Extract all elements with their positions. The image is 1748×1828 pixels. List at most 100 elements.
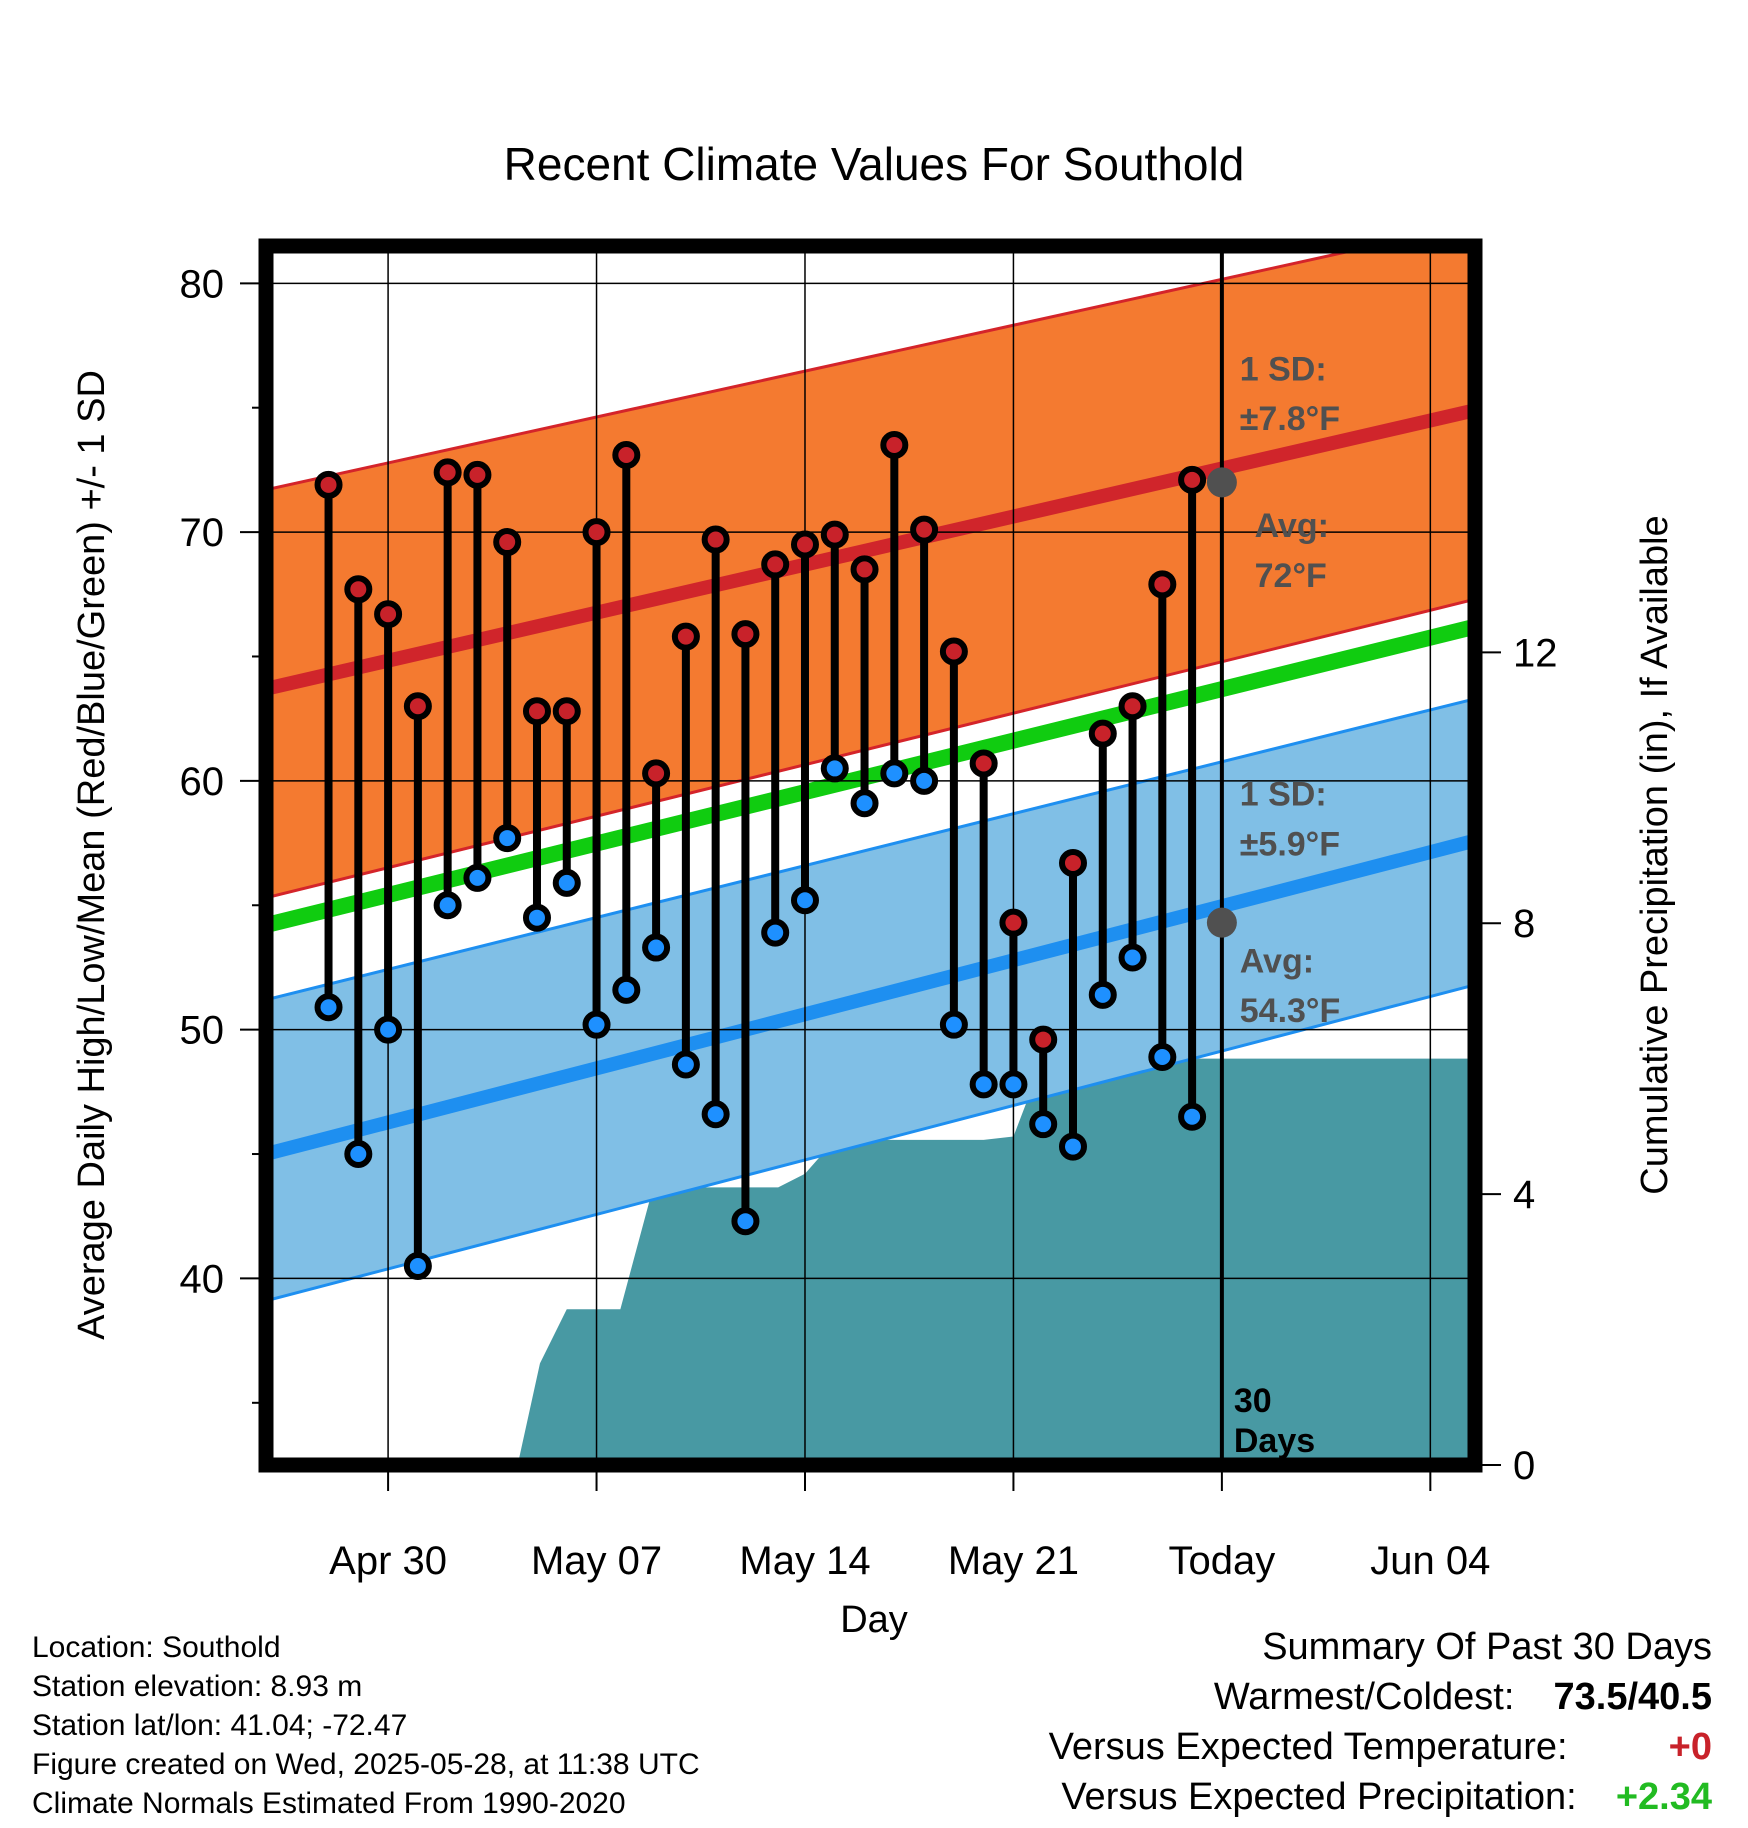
high-point bbox=[761, 550, 790, 579]
low-sd-upper-line bbox=[266, 697, 1475, 1002]
band-annotation: Avg: bbox=[1240, 942, 1314, 980]
high-point bbox=[1178, 465, 1207, 494]
x-tick-label: Apr 30 bbox=[329, 1539, 447, 1583]
low-point bbox=[314, 993, 343, 1022]
location-text: Location: Southold bbox=[32, 1631, 281, 1664]
high-point bbox=[910, 515, 939, 544]
latlon-text: Station lat/lon: 41.04; -72.47 bbox=[32, 1709, 408, 1742]
low-sd-lower-line bbox=[266, 983, 1475, 1303]
high-point bbox=[403, 692, 432, 721]
high-point bbox=[522, 697, 551, 726]
high-point bbox=[493, 528, 522, 557]
y2-axis-label: Cumulative Precipitation (in), If Availa… bbox=[1634, 515, 1676, 1194]
band-annotation: ±7.8°F bbox=[1240, 400, 1340, 438]
high-point bbox=[433, 458, 462, 487]
high-point bbox=[671, 622, 700, 651]
summary-temp: Versus Expected Temperature: +0 bbox=[1049, 1722, 1712, 1772]
low-point bbox=[910, 766, 939, 795]
high-point bbox=[1058, 848, 1087, 877]
precip-area bbox=[266, 1058, 1475, 1465]
y-tick-label: 70 bbox=[180, 511, 225, 555]
precip-value: +2.34 bbox=[1615, 1776, 1712, 1818]
created-text: Figure created on Wed, 2025-05-28, at 11… bbox=[32, 1748, 700, 1781]
low-point bbox=[880, 759, 909, 788]
low-point bbox=[701, 1100, 730, 1129]
low-point bbox=[671, 1050, 700, 1079]
summary-panel: Summary Of Past 30 Days Warmest/Coldest:… bbox=[1049, 1622, 1712, 1822]
high-point bbox=[612, 440, 641, 469]
high-point bbox=[552, 697, 581, 726]
low-point bbox=[939, 1010, 968, 1039]
today-normal-marker bbox=[1206, 467, 1237, 498]
low-point bbox=[1148, 1043, 1177, 1072]
y-tick-label: 50 bbox=[180, 1009, 225, 1053]
low-point bbox=[463, 863, 492, 892]
normals-text: Climate Normals Estimated From 1990-2020 bbox=[32, 1787, 626, 1820]
temp-label: Versus Expected Temperature: bbox=[1048, 1726, 1568, 1768]
x-tick-label: Today bbox=[1169, 1539, 1276, 1583]
low-point bbox=[642, 933, 671, 962]
y2-tick-label: 12 bbox=[1513, 631, 1558, 675]
x-tick-label: Jun 04 bbox=[1370, 1539, 1490, 1583]
elevation-text: Station elevation: 8.93 m bbox=[32, 1670, 363, 1703]
low-point bbox=[820, 754, 849, 783]
high-point bbox=[850, 555, 879, 584]
x-tick-label: May 07 bbox=[531, 1539, 662, 1583]
band-annotation: 54.3°F bbox=[1240, 992, 1341, 1030]
today-normal-marker bbox=[1206, 907, 1237, 938]
plot-area: 1 SD: ±7.8°F Avg: 72°F 1 SD: ±5.9°F Avg: 54.3°F… bbox=[180, 238, 1558, 1583]
low-point bbox=[582, 1010, 611, 1039]
low-normal-mean-line bbox=[266, 833, 1475, 1161]
low-point bbox=[1088, 980, 1117, 1009]
low-point bbox=[969, 1070, 998, 1099]
high-point bbox=[790, 530, 819, 559]
high-point bbox=[731, 620, 760, 649]
high-point bbox=[374, 600, 403, 629]
summary-heading: Summary Of Past 30 Days bbox=[1262, 1626, 1712, 1668]
low-point bbox=[999, 1070, 1028, 1099]
warm-cold-value: 73.5/40.5 bbox=[1553, 1676, 1712, 1718]
low-point bbox=[1178, 1102, 1207, 1131]
summary-warm-cold: Warmest/Coldest: 73.5/40.5 bbox=[1049, 1672, 1712, 1722]
low-point bbox=[1029, 1110, 1058, 1139]
high-point bbox=[463, 460, 492, 489]
low-point bbox=[552, 868, 581, 897]
high-point bbox=[314, 470, 343, 499]
y-tick-label: 40 bbox=[180, 1257, 225, 1301]
low-point bbox=[493, 824, 522, 853]
high-point bbox=[642, 759, 671, 788]
low-point bbox=[403, 1251, 432, 1280]
low-point bbox=[522, 903, 551, 932]
y-axis-label: Average Daily High/Low/Mean (Red/Blue/Gr… bbox=[71, 370, 113, 1340]
low-point bbox=[790, 886, 819, 915]
x-axis-label: Day bbox=[840, 1599, 908, 1641]
high-point bbox=[969, 749, 998, 778]
precip-label: Versus Expected Precipitation: bbox=[1061, 1776, 1577, 1818]
high-point bbox=[1029, 1025, 1058, 1054]
low-point bbox=[850, 789, 879, 818]
band-annotation: 1 SD: bbox=[1240, 776, 1327, 814]
summary-precip: Versus Expected Precipitation: +2.34 bbox=[1049, 1772, 1712, 1822]
temp-value: +0 bbox=[1668, 1726, 1712, 1768]
y2-tick-label: 4 bbox=[1513, 1173, 1535, 1217]
x-tick-label: May 21 bbox=[948, 1539, 1079, 1583]
high-point bbox=[939, 637, 968, 666]
high-point bbox=[820, 520, 849, 549]
low-point bbox=[433, 891, 462, 920]
low-point bbox=[1058, 1132, 1087, 1161]
high-point bbox=[880, 431, 909, 460]
high-sd-upper-line bbox=[266, 246, 1381, 492]
band-annotation: 72°F bbox=[1255, 557, 1327, 595]
high-point bbox=[701, 525, 730, 554]
band-annotation: Avg: bbox=[1255, 507, 1329, 545]
high-normal-mean-line bbox=[266, 403, 1475, 696]
low-point bbox=[344, 1140, 373, 1169]
high-point bbox=[1148, 570, 1177, 599]
plot-frame bbox=[258, 238, 1483, 1473]
band-annotation: ±5.9°F bbox=[1240, 826, 1340, 864]
high-point bbox=[344, 575, 373, 604]
y-tick-label: 80 bbox=[180, 262, 225, 306]
x-tick-label: May 14 bbox=[739, 1539, 870, 1583]
low-point bbox=[761, 918, 790, 947]
